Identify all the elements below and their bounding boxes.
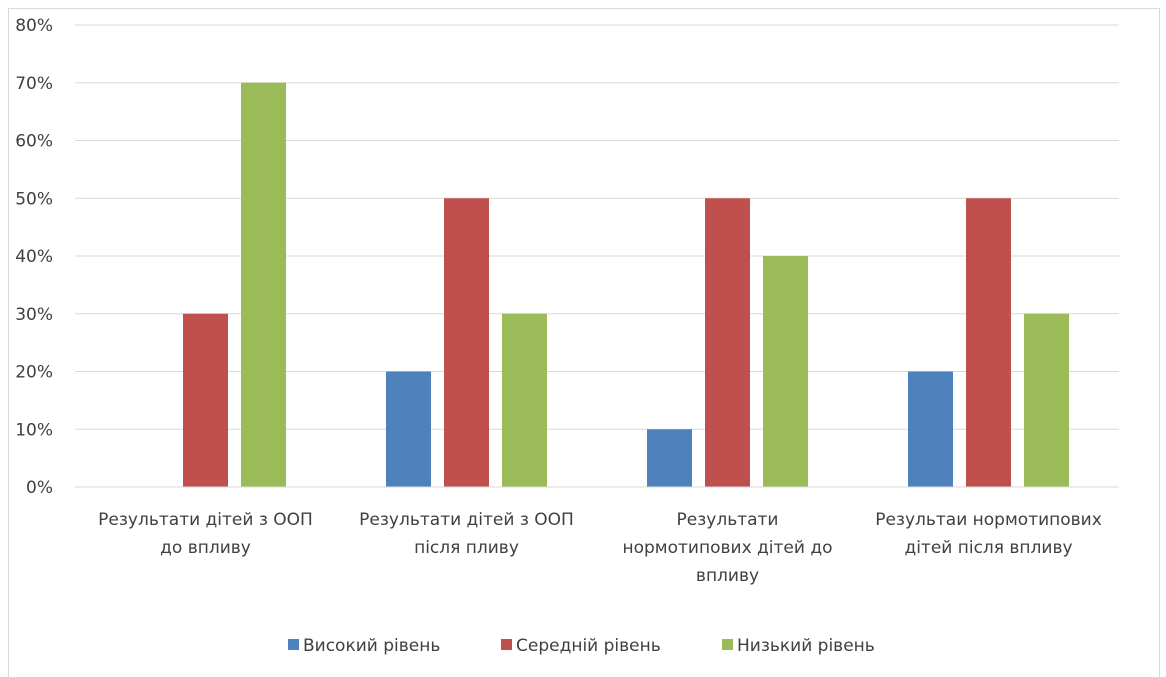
y-tick-label: 40% <box>15 247 53 267</box>
category-label: впливу <box>696 566 759 586</box>
category-label: після пливу <box>414 538 519 558</box>
y-tick-label: 60% <box>15 132 53 152</box>
bar <box>647 429 692 487</box>
bar <box>386 371 431 487</box>
legend-label: Середній рівень <box>516 636 661 656</box>
category-label: Результаи нормотипових <box>875 510 1102 530</box>
bar <box>502 313 547 487</box>
category-label: до впливу <box>160 538 251 558</box>
y-tick-label: 30% <box>15 305 53 325</box>
category-label: дітей після впливу <box>904 538 1072 558</box>
y-tick-label: 50% <box>15 189 53 209</box>
category-label: Результати дітей з ООП <box>98 510 313 530</box>
category-label: Результати <box>677 510 779 530</box>
y-tick-label: 70% <box>15 74 53 94</box>
category-labels: Результати дітей з ООП до впливу Результат… <box>98 510 1102 586</box>
gridlines <box>75 24 1119 430</box>
bar <box>1024 313 1069 487</box>
bar <box>763 256 808 487</box>
y-axis-ticks: 0% 10% 20% 30% 40% 50% 60% 70% 80% <box>15 16 53 498</box>
legend-swatch <box>501 639 512 650</box>
y-tick-label: 0% <box>26 478 53 498</box>
legend-label: Високий рівень <box>303 636 440 656</box>
legend-swatch <box>722 639 733 650</box>
legend-swatch <box>288 639 299 650</box>
bars <box>183 82 1069 487</box>
bar <box>183 313 228 487</box>
category-label: Результати дітей з ООП <box>359 510 574 530</box>
bar <box>241 82 286 487</box>
bar <box>908 371 953 487</box>
chart-area <box>8 8 1160 677</box>
category-label: нормотипових дітей до <box>623 538 833 558</box>
bar <box>966 198 1011 487</box>
legend: Високий рівень Середній рівень Низький рів… <box>288 636 875 656</box>
y-tick-label: 20% <box>15 363 53 383</box>
legend-label: Низький рівень <box>737 636 875 656</box>
bar <box>444 198 489 487</box>
y-tick-label: 80% <box>15 16 53 36</box>
bar <box>705 198 750 487</box>
y-tick-label: 10% <box>15 420 53 440</box>
